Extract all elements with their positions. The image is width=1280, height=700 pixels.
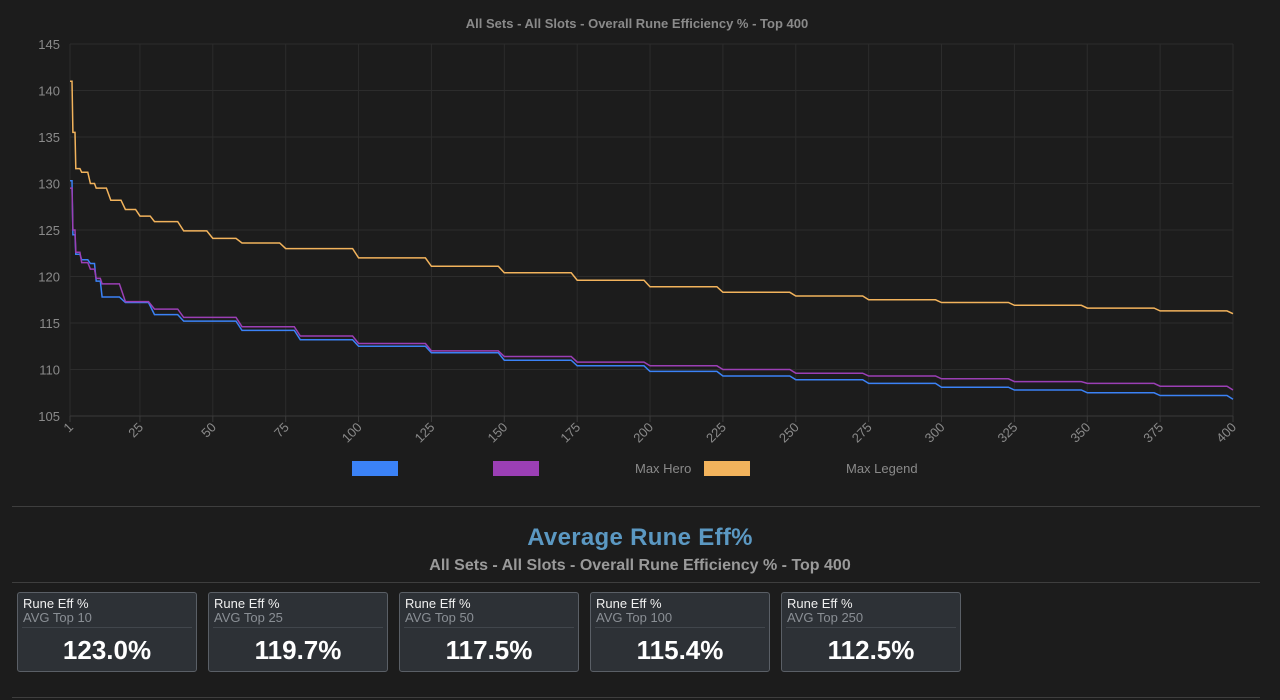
card-label: Rune Eff %: [787, 596, 853, 611]
card-label: Rune Eff %: [23, 596, 89, 611]
legend-swatch-2[interactable]: [704, 461, 750, 476]
stat-card-top250: Rune Eff % AVG Top 250 112.5%: [781, 592, 961, 672]
card-sublabel: AVG Top 50: [405, 610, 474, 625]
x-tick-label: 175: [557, 420, 583, 446]
grid: [69, 43, 1234, 417]
divider-summary: [12, 582, 1260, 583]
y-tick-label: 135: [38, 130, 60, 145]
card-value: 115.4%: [636, 635, 724, 665]
series-line-2: [70, 80, 1234, 315]
card-sublabel: AVG Top 25: [214, 610, 283, 625]
x-tick-label: 200: [630, 420, 656, 446]
x-tick-label: 50: [198, 420, 219, 441]
x-tick-label: 225: [703, 420, 729, 446]
chart-title: All Sets - All Slots - Overall Rune Effi…: [466, 16, 808, 31]
y-tick-label: 145: [38, 37, 60, 52]
series-lines: [70, 80, 1234, 400]
x-tick-label: 100: [339, 420, 365, 446]
y-tick-label: 140: [38, 84, 60, 99]
legend-label-3[interactable]: Max Legend: [846, 461, 918, 476]
y-tick-label: 110: [39, 363, 60, 378]
card-sublabel: AVG Top 100: [596, 610, 673, 625]
card-sublabel: AVG Top 10: [23, 610, 92, 625]
summary-subtitle: All Sets - All Slots - Overall Rune Effi…: [429, 557, 851, 574]
card-label: Rune Eff %: [405, 596, 471, 611]
x-tick-label: 250: [776, 420, 802, 446]
legend: Max Hero Max Legend: [352, 461, 918, 476]
y-tick-label: 120: [38, 270, 60, 285]
y-tick-label: 125: [38, 223, 60, 238]
summary-title: Average Rune Eff%: [527, 524, 753, 551]
stat-cards: Rune Eff % AVG Top 10 123.0% Rune Eff % …: [17, 592, 972, 674]
stat-card-top50: Rune Eff % AVG Top 50 117.5%: [399, 592, 579, 672]
card-separator: [404, 627, 574, 628]
divider-bottom: [12, 697, 1260, 698]
x-tick-label: 25: [125, 420, 146, 441]
efficiency-chart: All Sets - All Slots - Overall Rune Effi…: [38, 16, 1239, 476]
x-tick-label: 375: [1140, 420, 1166, 446]
legend-swatch-0[interactable]: [352, 461, 398, 476]
card-separator: [213, 627, 383, 628]
y-tick-label: 115: [39, 316, 60, 331]
x-tick-label: 300: [922, 420, 948, 446]
stat-card-top25: Rune Eff % AVG Top 25 119.7%: [208, 592, 388, 672]
divider-top: [12, 506, 1260, 507]
card-value: 123.0%: [62, 635, 152, 665]
x-tick-label: 275: [849, 420, 875, 446]
stat-card-top100: Rune Eff % AVG Top 100 115.4%: [590, 592, 770, 672]
y-tick-label: 130: [38, 177, 60, 192]
x-tick-label: 400: [1213, 420, 1239, 446]
series-line-0: [70, 179, 1234, 400]
x-tick-label: 1: [60, 420, 76, 436]
x-tick-label: 125: [412, 420, 438, 446]
card-separator: [595, 627, 765, 628]
x-tick-label: 75: [271, 420, 292, 441]
series-line-1: [70, 187, 1234, 391]
x-tick-label: 350: [1067, 420, 1093, 446]
card-value: 112.5%: [827, 635, 915, 665]
y-tick-label: 105: [38, 409, 60, 424]
x-tick-label: 150: [484, 420, 510, 446]
card-separator: [786, 627, 956, 628]
x-tick-label: 325: [995, 420, 1021, 446]
card-value: 119.7%: [254, 635, 342, 665]
legend-label-2[interactable]: Max Hero: [635, 461, 691, 476]
legend-swatch-1[interactable]: [493, 461, 539, 476]
card-value: 117.5%: [445, 635, 533, 665]
chart-svg: All Sets - All Slots - Overall Rune Effi…: [38, 16, 1239, 476]
card-label: Rune Eff %: [596, 596, 662, 611]
card-sublabel: AVG Top 250: [787, 610, 864, 625]
card-label: Rune Eff %: [214, 596, 280, 611]
stat-card-top10: Rune Eff % AVG Top 10 123.0%: [17, 592, 197, 672]
card-separator: [22, 627, 192, 628]
